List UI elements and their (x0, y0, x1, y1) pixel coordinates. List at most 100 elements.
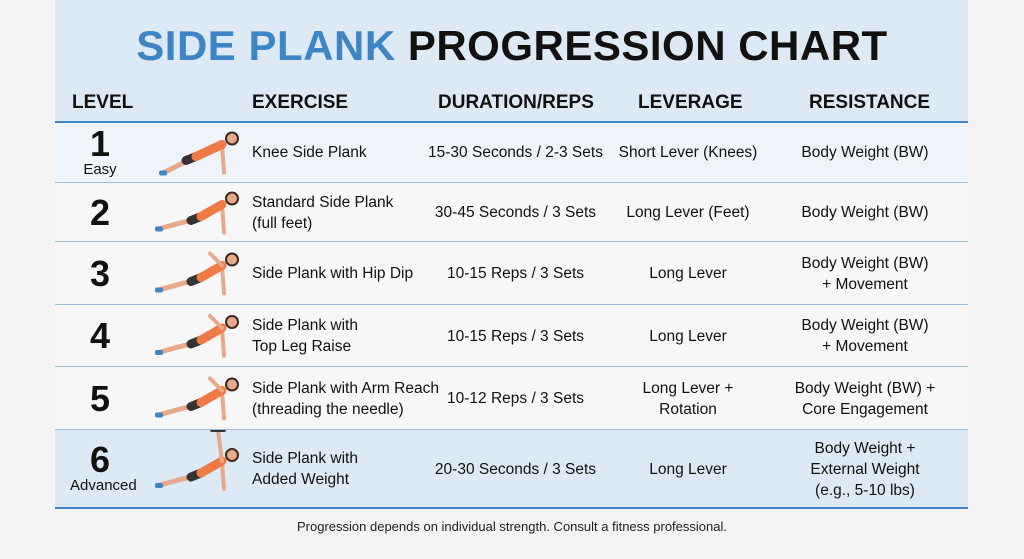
level-label: Advanced (70, 477, 137, 494)
column-header: LEVERAGE (638, 92, 743, 113)
leverage-line: Long Lever (649, 265, 727, 282)
figure (155, 376, 239, 421)
duration-line: 15-30 Seconds / 2-3 Sets (428, 144, 603, 161)
dumbbell (210, 430, 226, 432)
duration-line: 10-15 Reps / 3 Sets (447, 327, 584, 345)
duration-line: 20-30 Seconds / 3 Sets (434, 460, 597, 478)
leverage-line: Long Lever (Feet) (626, 204, 750, 221)
leverage-line: Long Lever + (642, 379, 734, 397)
exercise-cell: Side Plank with Hip Dip (252, 242, 452, 305)
duration-line: 10-15 Reps / 3 Sets (447, 265, 584, 282)
duration-cell: 10-15 Reps / 3 Sets (418, 305, 613, 367)
leverage-line: Rotation (659, 400, 717, 418)
table-row: 5 Side Plank with Arm Reach (threading the… (55, 367, 968, 430)
level-cell: 1 Easy (70, 122, 130, 183)
exercise-line: (full feet) (252, 214, 313, 232)
resistance-line: External Weight (810, 460, 920, 478)
exercise-cell: Side Plank with Top Leg Raise (252, 305, 452, 367)
leverage-cell: Short Lever (Knees) (608, 122, 768, 183)
torso (196, 456, 227, 478)
resistance-cell: Body Weight + External Weight (e.g., 5-10 … (775, 430, 955, 508)
exercise-illustration (155, 314, 239, 358)
exercise-illustration (155, 430, 239, 491)
resistance-cell: Body Weight (BW) + Core Engagement (775, 367, 955, 430)
level-label: Easy (83, 160, 117, 178)
shoe (155, 483, 163, 488)
head (225, 191, 239, 206)
torso (196, 386, 227, 407)
exercise-cell: Knee Side Plank (252, 122, 452, 183)
exercise-illustration (155, 376, 239, 421)
footer-note: Progression depends on individual streng… (297, 519, 727, 534)
leverage-cell: Long Lever + Rotation (608, 367, 768, 430)
column-header: EXERCISE (252, 92, 349, 113)
leverage-cell: Long Lever (Feet) (608, 183, 768, 242)
torso (196, 200, 227, 221)
level-cell: 5 (70, 367, 130, 430)
resistance-line: Body Weight (BW) (801, 254, 929, 272)
exercise-illustration (159, 131, 239, 176)
shoe (155, 350, 163, 355)
torso (196, 323, 227, 345)
torso (191, 140, 227, 161)
head (225, 315, 239, 329)
duration-cell: 10-12 Reps / 3 Sets (418, 367, 613, 430)
table-row: 4 Side Plank with Top Leg Raise 10-15 Reps … (55, 305, 968, 367)
top-arm (208, 314, 224, 330)
table-row: 1 Easy Knee Side Plank 15-30 Seconds / 2-3 … (55, 122, 968, 183)
exercise-line: Side Plank with (252, 450, 358, 467)
exercise-illustration (155, 251, 239, 296)
leverage-cell: Long Lever (608, 430, 768, 508)
leverage-line: Short Lever (Knees) (618, 144, 758, 161)
level-cell: 2 (70, 183, 130, 242)
exercise-cell: Side Plank with Arm Reach (threading the … (252, 367, 452, 430)
level-number: 2 (89, 191, 111, 233)
column-header: LEVEL (72, 92, 134, 113)
duration-cell: 20-30 Seconds / 3 Sets (418, 430, 613, 508)
resistance-line: + Movement (822, 275, 908, 293)
column-header: RESISTANCE (809, 92, 931, 113)
figure (155, 251, 239, 296)
duration-cell: 15-30 Seconds / 2-3 Sets (418, 122, 613, 183)
exercise-cell: Side Plank with Added Weight (252, 430, 452, 508)
figure (155, 191, 239, 235)
table-row: 3 Side Plank with Hip Dip 10-15 Reps / 3 S… (55, 242, 968, 305)
figure (155, 430, 239, 491)
leverage-cell: Long Lever (608, 242, 768, 305)
leverage-line: Long Lever (649, 327, 727, 345)
table-row: 2 Standard Side Plank (full feet) 30-45 Sec… (55, 183, 968, 242)
resistance-line: (e.g., 5-10 lbs) (815, 481, 915, 499)
title-rest: PROGRESSION CHART (407, 22, 888, 69)
title-highlight: SIDE PLANK (136, 22, 396, 69)
exercise-line: (threading the needle) (252, 400, 404, 418)
level-cell: 4 (70, 305, 130, 367)
top-arm (216, 430, 224, 463)
head (225, 377, 239, 392)
head (225, 252, 239, 267)
resistance-cell: Body Weight (BW) (775, 122, 955, 183)
leverage-cell: Long Lever (608, 305, 768, 367)
exercise-line: Knee Side Plank (252, 144, 367, 161)
level-number: 3 (89, 252, 111, 294)
resistance-cell: Body Weight (BW) + Movement (775, 305, 955, 367)
duration-line: 10-12 Reps / 3 Sets (447, 390, 584, 407)
top-arm (208, 376, 224, 393)
head (225, 448, 239, 462)
level-cell: 3 (70, 242, 130, 305)
bottom-rule (55, 507, 968, 509)
title: SIDE PLANK PROGRESSION CHART (0, 22, 1024, 70)
header-band (55, 0, 968, 122)
duration-cell: 30-45 Seconds / 3 Sets (418, 183, 613, 242)
column-header: DURATION/REPS (438, 92, 594, 113)
header-rule (55, 121, 968, 123)
level-number: 6 (89, 439, 111, 480)
level-number: 4 (89, 315, 111, 356)
exercise-line: Side Plank with Hip Dip (252, 265, 414, 282)
resistance-line: Body Weight (BW) + (794, 379, 936, 397)
shoe (155, 412, 163, 418)
head (225, 131, 239, 146)
level-number: 5 (89, 377, 111, 419)
resistance-line: Body Weight (BW) (801, 317, 929, 334)
figure (159, 131, 239, 176)
